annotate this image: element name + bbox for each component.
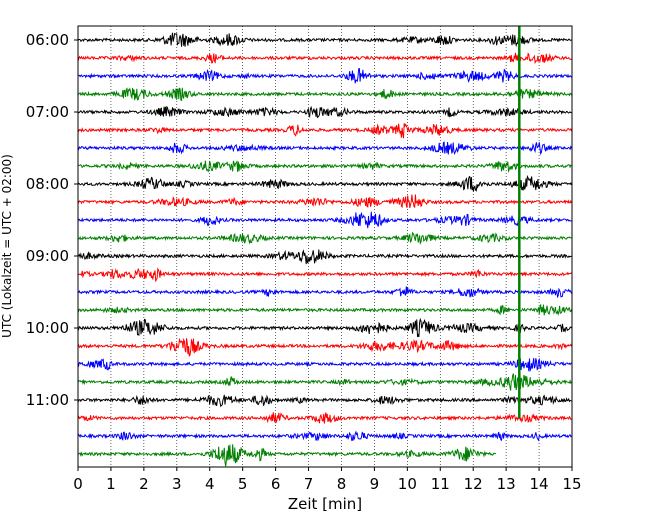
x-tick-label: 2: [139, 475, 149, 493]
seismic-trace: [77, 105, 572, 119]
seismic-trace: [77, 249, 572, 265]
x-tick-label: 12: [464, 475, 483, 493]
x-axis: 0 1 2 3 4 5 6 7 8 9 10 11 12 13 14 15: [73, 467, 582, 493]
seismic-trace: [77, 303, 572, 316]
x-tick-label: 9: [370, 475, 380, 493]
seismic-trace: [77, 412, 572, 424]
x-tick-label: 0: [73, 475, 83, 493]
y-tick-label: 10:00: [26, 319, 69, 337]
plot-frame: [77, 25, 573, 468]
seismic-trace: [77, 444, 497, 467]
x-tick-label: 8: [337, 475, 347, 493]
seismic-trace: [77, 194, 572, 209]
seismic-trace: [77, 357, 572, 373]
y-tick-label: 07:00: [26, 103, 69, 121]
seismic-trace: [77, 174, 572, 192]
seismic-trace: [77, 32, 572, 48]
seismic-trace: [77, 123, 572, 139]
seismic-trace: [77, 317, 572, 338]
x-tick-label: 4: [205, 475, 215, 493]
seismic-trace: [77, 87, 572, 101]
y-tick-label: 06:00: [26, 31, 69, 49]
x-tick-label: 15: [562, 475, 581, 493]
x-axis-label: Zeit [min]: [288, 495, 362, 513]
y-tick-label: 09:00: [26, 247, 69, 265]
seismic-trace: [77, 52, 572, 65]
seismic-trace: [77, 286, 572, 299]
x-tick-label: 13: [497, 475, 516, 493]
seismic-trace: [77, 394, 572, 408]
seismic-trace: [77, 231, 572, 245]
x-tick-label: 1: [106, 475, 116, 493]
seismic-trace: [77, 430, 572, 442]
x-tick-label: 7: [304, 475, 314, 493]
trace-group: [77, 32, 572, 467]
y-tick-label: 11:00: [26, 391, 69, 409]
x-tick-label: 11: [431, 475, 450, 493]
y-axis-label: UTC (Lokalzeit = UTC + 02:00): [0, 154, 14, 338]
seismic-trace: [77, 373, 572, 391]
seismic-trace: [77, 141, 572, 156]
seismic-trace: [77, 267, 572, 282]
seismic-trace: [77, 211, 572, 229]
y-tick-label: 08:00: [26, 175, 69, 193]
x-tick-label: 14: [530, 475, 549, 493]
x-tick-label: 6: [271, 475, 281, 493]
x-tick-label: 10: [398, 475, 417, 493]
y-axis: 06:00 07:00 08:00 09:00 10:00 11:00: [26, 31, 78, 409]
seismic-trace: [77, 68, 572, 84]
seismic-trace: [77, 160, 572, 173]
x-tick-label: 3: [172, 475, 182, 493]
seismic-trace: [77, 337, 572, 357]
x-tick-label: 5: [238, 475, 248, 493]
